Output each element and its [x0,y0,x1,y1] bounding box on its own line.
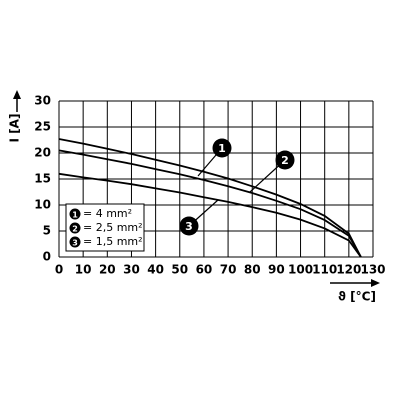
legend-marker-label: 3 [72,239,78,248]
x-axis-label: ϑ [°C] [338,290,376,304]
y-tick-label: 30 [34,94,51,108]
callout-label: 2 [281,154,289,167]
y-arrowhead [13,90,21,99]
legend-label: = 4 mm² [83,207,132,220]
x-tick-label: 20 [99,263,116,277]
legend-label: = 2,5 mm² [83,221,143,234]
x-tick-label: 10 [75,263,92,277]
legend-label: = 1,5 mm² [83,235,143,248]
y-tick-label: 10 [34,198,51,212]
curve [58,149,362,258]
x-tick-label: 110 [312,263,337,277]
curve [58,138,362,258]
x-tick-label: 60 [196,263,213,277]
curve [58,172,362,258]
y-tick-label: 5 [43,224,51,238]
callout-circle [212,138,232,158]
callout-label: 1 [218,142,226,155]
x-tick-label: 40 [147,263,164,277]
y-tick-label: 15 [34,172,51,186]
x-tick-label: 70 [220,263,237,277]
x-tick-label: 130 [360,263,385,277]
legend-marker [69,236,81,248]
legend-marker-label: 1 [72,211,78,220]
y-tick-label: 20 [34,146,51,160]
y-axis-label: I [A] [8,114,22,143]
x-tick-label: 50 [171,263,188,277]
callout-label: 3 [185,220,193,233]
x-arrowhead [371,279,380,287]
legend-marker [69,208,81,220]
x-tick-label: 90 [268,263,285,277]
callout-circle [275,150,295,170]
y-tick-label: 0 [43,250,51,264]
legend-marker-label: 2 [72,225,78,234]
callout-circle [179,216,199,236]
x-tick-label: 80 [244,263,261,277]
legend-marker [69,222,81,234]
x-tick-label: 120 [336,263,361,277]
x-tick-label: 0 [55,263,63,277]
x-tick-label: 100 [288,263,313,277]
y-tick-label: 25 [34,120,51,134]
x-tick-label: 30 [123,263,140,277]
